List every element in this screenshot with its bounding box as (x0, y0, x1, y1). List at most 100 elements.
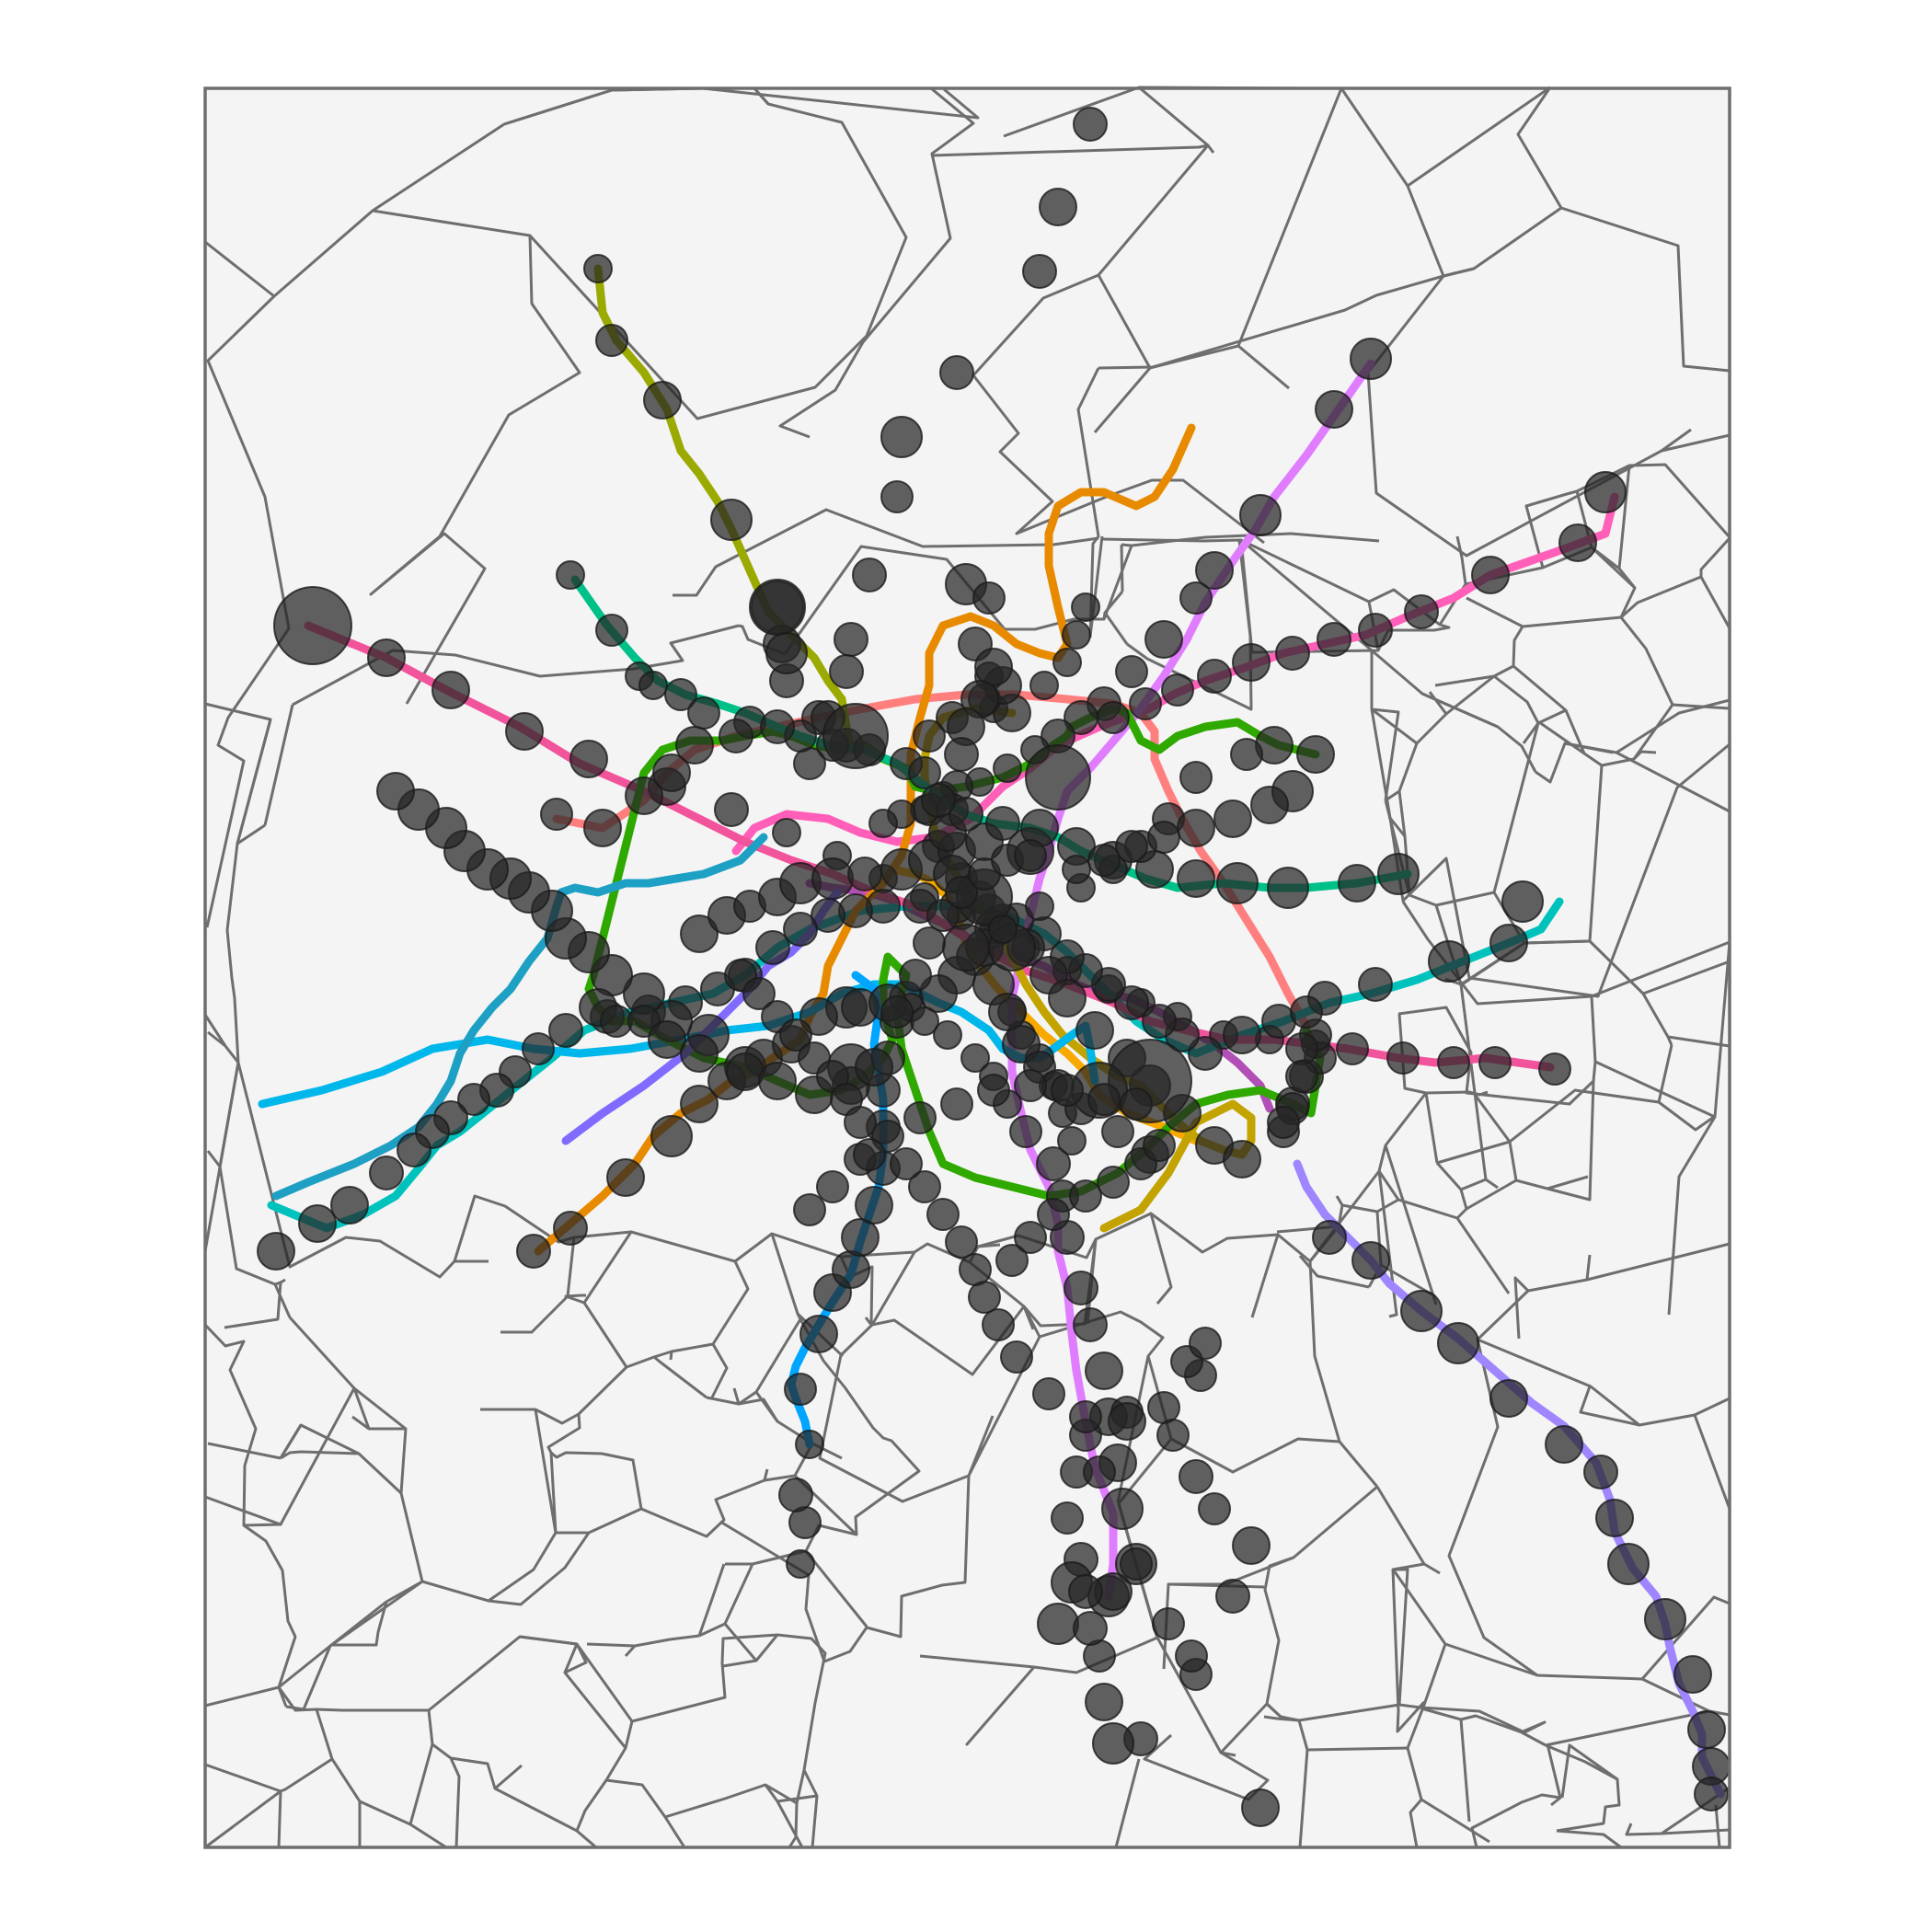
station-marker (1296, 735, 1335, 774)
station-marker (926, 1198, 960, 1231)
station-marker (1120, 1547, 1153, 1581)
station-marker (919, 974, 958, 1013)
station-marker (926, 899, 960, 932)
station-marker (505, 712, 544, 751)
station-marker (600, 1005, 633, 1038)
station-marker (650, 1115, 693, 1157)
station-marker (1083, 1455, 1116, 1489)
station-marker (1358, 967, 1393, 1002)
station-marker (1052, 648, 1082, 677)
station-marker (1584, 471, 1627, 513)
station-marker (1032, 1377, 1065, 1410)
station-marker (772, 818, 801, 847)
station-marker (648, 1020, 686, 1059)
station-marker (1071, 592, 1100, 622)
station-marker (778, 1478, 813, 1512)
station-marker (1350, 338, 1392, 380)
station-marker (1404, 594, 1439, 629)
station-marker (1471, 556, 1510, 594)
station-marker (758, 1062, 797, 1100)
station-marker (1437, 1046, 1470, 1079)
station-marker (1198, 1492, 1231, 1525)
station-marker (1558, 523, 1597, 562)
station-marker (921, 783, 956, 818)
station-marker (1312, 1220, 1347, 1255)
station-marker (1275, 636, 1310, 671)
station-marker (868, 809, 898, 838)
station-marker (1189, 1327, 1222, 1360)
station-marker (369, 1156, 404, 1190)
station-marker (880, 416, 923, 458)
station-marker (816, 1170, 849, 1203)
station-marker (1087, 844, 1121, 877)
station-marker (1039, 188, 1077, 226)
station-marker (1478, 1046, 1512, 1079)
station-marker (664, 678, 697, 711)
station-marker (1142, 1004, 1177, 1039)
station-marker (972, 581, 1006, 615)
station-marker (1489, 924, 1528, 962)
station-marker (1069, 1179, 1102, 1213)
station-marker (1232, 1526, 1271, 1565)
station-marker (1175, 1639, 1208, 1673)
station-marker (1583, 1455, 1618, 1489)
station-marker (1538, 1052, 1571, 1086)
station-marker (583, 254, 613, 283)
station-marker (890, 1147, 923, 1180)
station-marker (1177, 809, 1215, 847)
station-marker (1177, 859, 1215, 898)
station-marker (974, 648, 1013, 686)
station-marker (273, 586, 352, 665)
station-marker (680, 1085, 719, 1123)
station-marker (1315, 390, 1353, 429)
station-marker (1336, 1032, 1369, 1065)
station-marker (811, 857, 854, 900)
station-marker (1223, 1016, 1261, 1054)
station-marker (1147, 821, 1180, 854)
station-marker (1152, 1607, 1185, 1640)
station-marker (710, 499, 753, 541)
station-marker (1129, 687, 1162, 720)
station-marker (988, 914, 1018, 944)
station-marker (1230, 738, 1263, 771)
station-marker (1062, 620, 1091, 650)
station-marker (1377, 853, 1420, 895)
station-marker (793, 1193, 826, 1226)
station-marker (855, 1048, 893, 1087)
station-marker (553, 1211, 588, 1246)
station-marker (939, 355, 974, 390)
station-marker (1029, 671, 1059, 700)
station-marker (985, 806, 1020, 841)
station-marker (1037, 1603, 1079, 1645)
station-marker (1014, 1221, 1047, 1254)
station-marker (1215, 1579, 1250, 1614)
station-marker (606, 1158, 645, 1197)
station-marker (841, 1218, 880, 1257)
station-marker (988, 993, 1027, 1031)
station-marker (942, 924, 990, 972)
station-marker (786, 1549, 815, 1579)
station-marker (959, 1253, 992, 1286)
station-marker (1161, 673, 1194, 707)
station-marker (760, 709, 795, 744)
station-marker (680, 1034, 719, 1073)
station-marker (1489, 1379, 1528, 1418)
station-marker (799, 1315, 838, 1353)
station-marker (1097, 1166, 1130, 1199)
station-marker (1115, 655, 1148, 688)
station-marker (643, 381, 682, 420)
station-marker (977, 1074, 1010, 1107)
station-marker (1092, 1722, 1134, 1765)
station-marker (298, 1204, 337, 1243)
station-marker (522, 1032, 555, 1065)
station-marker (1114, 985, 1149, 1020)
station-marker (855, 1186, 893, 1225)
station-marker (765, 632, 808, 674)
station-marker (880, 995, 914, 1029)
station-marker (457, 1083, 490, 1116)
station-marker (993, 753, 1022, 783)
station-marker (516, 1234, 551, 1269)
station-marker (1025, 744, 1091, 811)
station-marker (1014, 839, 1047, 872)
